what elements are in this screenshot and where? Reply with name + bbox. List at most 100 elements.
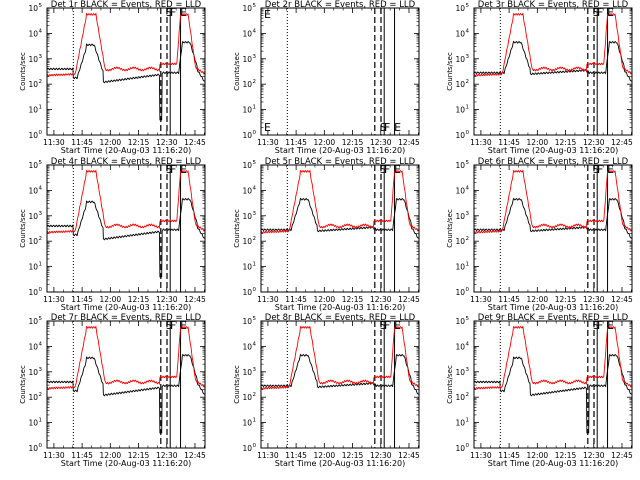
y-tick-exponent: 0 xyxy=(466,443,470,449)
y-tick-label: 10 xyxy=(455,80,465,89)
x-axis-label: Start Time (20-Aug-03 11:16:20) xyxy=(488,303,619,312)
y-tick-exponent: 3 xyxy=(253,54,257,60)
y-tick-exponent: 5 xyxy=(39,160,43,166)
y-tick-exponent: 2 xyxy=(466,392,470,398)
y-tick-exponent: 4 xyxy=(253,185,257,191)
panel-title: Det 1r BLACK = Events, RED = LLD xyxy=(51,0,202,10)
y-tick-exponent: 5 xyxy=(253,316,257,322)
y-tick-exponent: 0 xyxy=(39,287,43,293)
y-tick-exponent: 0 xyxy=(466,287,470,293)
y-tick-label: 10 xyxy=(242,212,252,221)
y-axis-label: Counts/sec xyxy=(233,209,241,248)
x-tick-label: 11:30 xyxy=(470,295,492,304)
x-tick-label: 12:00 xyxy=(100,451,122,460)
y-tick-exponent: 3 xyxy=(466,211,470,217)
x-tick-label: 12:00 xyxy=(527,138,549,147)
x-axis-label: Start Time (20-Aug-03 11:16:20) xyxy=(488,146,619,155)
y-tick-label: 10 xyxy=(28,237,38,246)
x-tick-label: 12:30 xyxy=(583,295,605,304)
y-tick-exponent: 5 xyxy=(39,316,43,322)
y-tick-exponent: 3 xyxy=(39,367,43,373)
plot-frame xyxy=(46,320,206,449)
y-tick-label: 10 xyxy=(28,55,38,64)
y-axis-label: Counts/sec xyxy=(446,209,454,248)
y-tick-exponent: 1 xyxy=(39,262,43,268)
x-axis-label: Start Time (20-Aug-03 11:16:20) xyxy=(61,459,192,468)
y-tick-exponent: 3 xyxy=(466,367,470,373)
panel-title: Det 5r BLACK = Events, RED = LLD xyxy=(265,157,416,167)
y-tick-label: 10 xyxy=(28,131,38,140)
y-tick-label: 10 xyxy=(455,186,465,195)
marker-s: S xyxy=(593,163,600,176)
y-tick-label: 10 xyxy=(455,419,465,428)
x-tick-label: 11:45 xyxy=(71,451,93,460)
lld-series-line xyxy=(46,12,205,77)
y-tick-label: 10 xyxy=(455,106,465,115)
y-tick-label: 10 xyxy=(455,342,465,351)
y-tick-label: 10 xyxy=(242,419,252,428)
x-tick-label: 11:45 xyxy=(498,138,520,147)
y-tick-label: 10 xyxy=(455,444,465,453)
x-tick-label: 11:45 xyxy=(285,295,307,304)
panel-title: Det 4r BLACK = Events, RED = LLD xyxy=(51,157,202,167)
y-tick-label: 10 xyxy=(242,288,252,297)
y-tick-exponent: 0 xyxy=(39,130,43,136)
x-tick-label: 12:15 xyxy=(555,295,577,304)
y-axis-label: Counts/sec xyxy=(233,365,241,404)
y-tick-exponent: 1 xyxy=(39,105,43,111)
events-series-line xyxy=(260,197,420,240)
y-tick-label: 10 xyxy=(28,419,38,428)
x-axis-label: Start Time (20-Aug-03 11:16:20) xyxy=(61,146,192,155)
x-tick-label: 12:00 xyxy=(100,295,122,304)
y-tick-label: 10 xyxy=(242,55,252,64)
x-axis-label: Start Time (20-Aug-03 11:16:20) xyxy=(275,146,406,155)
y-tick-exponent: 1 xyxy=(466,262,470,268)
x-tick-label: 12:15 xyxy=(342,451,364,460)
marker-s: S xyxy=(166,163,173,176)
plot-frame xyxy=(260,164,420,293)
x-tick-label: 12:15 xyxy=(555,451,577,460)
events-series-line xyxy=(473,40,633,83)
marker-f: F xyxy=(384,163,390,176)
y-tick-exponent: 0 xyxy=(253,443,257,449)
y-tick-label: 10 xyxy=(242,263,252,272)
x-tick-label: 12:30 xyxy=(156,295,178,304)
y-tick-exponent: 3 xyxy=(39,211,43,217)
x-tick-label: 12:45 xyxy=(398,295,420,304)
y-tick-exponent: 5 xyxy=(253,160,257,166)
y-tick-label: 10 xyxy=(455,368,465,377)
x-tick-label: 12:15 xyxy=(128,451,150,460)
lld-series-line xyxy=(473,12,632,77)
y-tick-label: 10 xyxy=(242,186,252,195)
x-tick-label: 11:45 xyxy=(498,451,520,460)
y-tick-exponent: 2 xyxy=(466,79,470,85)
marker-s: S xyxy=(593,319,600,332)
x-tick-label: 12:45 xyxy=(398,451,420,460)
x-tick-label: 12:15 xyxy=(128,295,150,304)
y-tick-label: 10 xyxy=(242,237,252,246)
y-tick-label: 10 xyxy=(28,106,38,115)
x-tick-label: 12:00 xyxy=(314,138,336,147)
marker-f: F xyxy=(597,163,603,176)
events-series-line xyxy=(473,354,633,434)
y-tick-exponent: 4 xyxy=(253,341,257,347)
y-tick-label: 10 xyxy=(455,288,465,297)
marker-e: E xyxy=(394,163,401,176)
y-tick-exponent: 2 xyxy=(253,79,257,85)
marker-s: S xyxy=(380,163,387,176)
x-tick-label: 12:45 xyxy=(611,295,633,304)
y-tick-label: 10 xyxy=(28,29,38,38)
x-axis-label: Start Time (20-Aug-03 11:16:20) xyxy=(61,303,192,312)
y-axis-label: Counts/sec xyxy=(19,209,27,248)
marker-e-top: E xyxy=(264,8,271,21)
lld-series-line xyxy=(46,169,205,234)
marker-e: E xyxy=(607,6,614,19)
plot-frame xyxy=(260,320,420,449)
y-tick-exponent: 0 xyxy=(253,130,257,136)
y-tick-label: 10 xyxy=(28,444,38,453)
